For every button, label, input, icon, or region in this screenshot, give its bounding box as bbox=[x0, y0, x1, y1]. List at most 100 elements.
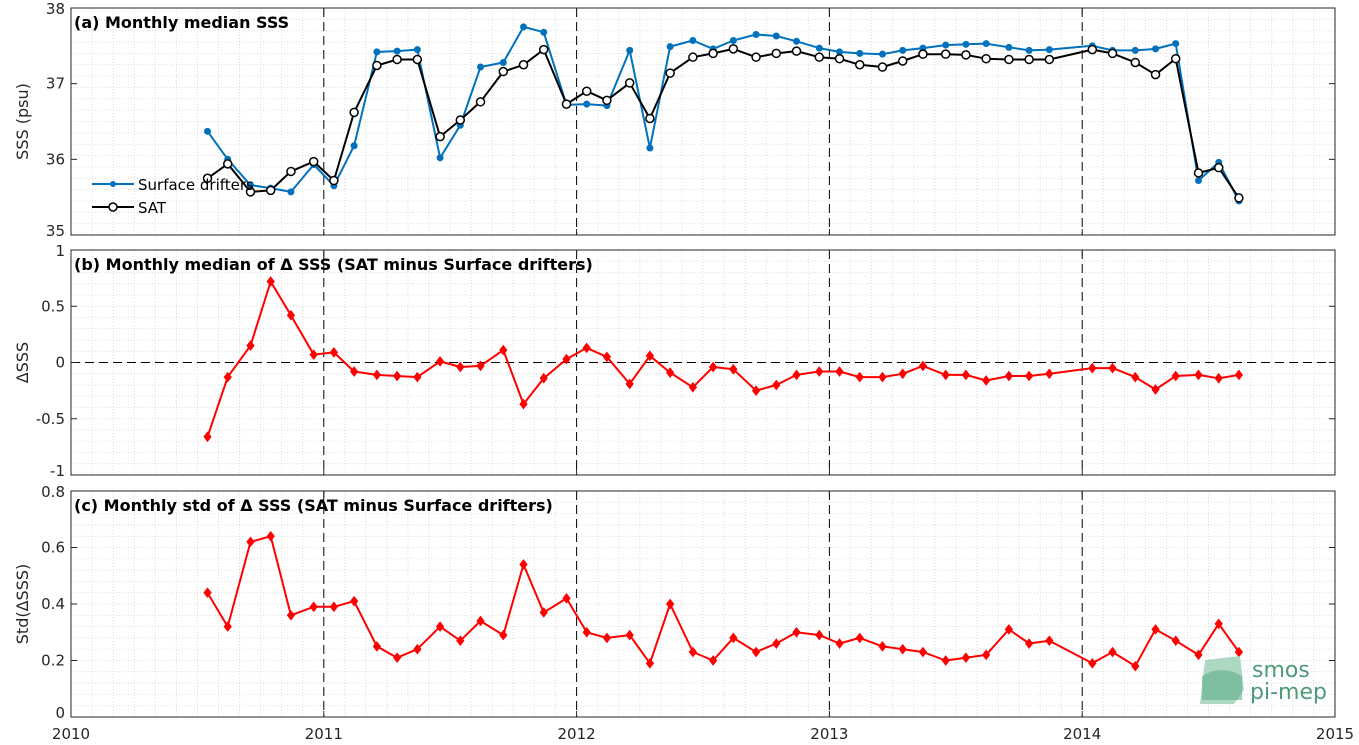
data-point bbox=[982, 375, 991, 386]
data-point bbox=[329, 601, 339, 613]
data-point bbox=[539, 607, 548, 618]
data-point bbox=[688, 646, 698, 658]
data-point bbox=[286, 166, 296, 177]
data-point bbox=[624, 78, 635, 88]
data-point bbox=[898, 368, 907, 380]
data-point bbox=[941, 655, 950, 666]
data-point bbox=[1171, 370, 1180, 382]
data-point bbox=[1234, 193, 1244, 203]
data-point bbox=[981, 53, 991, 64]
data-point bbox=[435, 356, 445, 367]
y-tick-label: 1 bbox=[55, 242, 65, 260]
y-tick-label: 0 bbox=[55, 354, 65, 372]
data-point bbox=[729, 363, 738, 375]
series-line bbox=[206, 47, 1240, 199]
data-point bbox=[436, 154, 444, 162]
data-point bbox=[1131, 46, 1139, 54]
data-point bbox=[392, 370, 402, 382]
data-point bbox=[708, 48, 718, 59]
data-point bbox=[835, 638, 844, 649]
legend: Surface drifters SAT bbox=[92, 176, 254, 217]
data-point bbox=[1044, 54, 1055, 65]
x-tick-label: 2014 bbox=[1063, 725, 1101, 743]
data-point bbox=[1172, 40, 1180, 48]
data-point bbox=[878, 50, 886, 58]
data-point bbox=[266, 530, 275, 542]
panel-b-ylabel: ΔSSS bbox=[13, 342, 32, 383]
data-point bbox=[625, 378, 634, 390]
data-point bbox=[246, 340, 255, 351]
data-point bbox=[583, 100, 591, 108]
data-point bbox=[456, 635, 465, 647]
plot-frame bbox=[70, 7, 1336, 236]
data-point bbox=[413, 371, 422, 383]
data-point bbox=[793, 37, 801, 45]
data-point bbox=[1234, 369, 1244, 381]
data-point bbox=[708, 361, 718, 373]
data-point bbox=[982, 40, 990, 48]
data-point bbox=[539, 372, 548, 384]
data-point bbox=[477, 63, 485, 71]
data-point bbox=[204, 127, 212, 135]
data-point bbox=[626, 46, 634, 54]
data-point bbox=[961, 369, 971, 381]
data-point bbox=[1024, 54, 1034, 65]
data-point bbox=[878, 641, 887, 652]
data-point bbox=[223, 371, 232, 383]
data-point bbox=[772, 379, 781, 391]
data-point bbox=[729, 632, 738, 644]
data-point bbox=[1171, 635, 1180, 647]
data-point bbox=[815, 44, 823, 52]
data-point bbox=[688, 381, 698, 393]
data-point bbox=[962, 40, 970, 48]
data-point bbox=[941, 369, 950, 381]
legend-marker-drifters bbox=[110, 181, 116, 187]
data-point bbox=[982, 649, 991, 661]
data-point bbox=[855, 632, 864, 644]
data-point bbox=[1213, 162, 1224, 173]
data-point bbox=[349, 107, 359, 118]
data-point bbox=[222, 159, 233, 169]
data-point bbox=[1004, 370, 1014, 382]
data-point bbox=[1170, 53, 1181, 64]
y-tick-label: 0.2 bbox=[41, 652, 65, 670]
data-point bbox=[1150, 69, 1161, 80]
data-point bbox=[772, 32, 780, 40]
data-point bbox=[582, 342, 591, 354]
data-point bbox=[602, 632, 612, 644]
data-point bbox=[729, 37, 737, 45]
data-point bbox=[815, 366, 824, 377]
panel-b-title: (b) Monthly median of Δ SSS (SAT minus S… bbox=[74, 255, 593, 274]
data-point bbox=[1045, 635, 1054, 647]
data-point bbox=[708, 655, 718, 666]
panel-c-std-delta-sss: 0 0.2 0.4 0.6 0.8 2010 2011 2012 2013 2014 2015 S… bbox=[13, 483, 1354, 743]
data-point bbox=[961, 652, 971, 663]
data-point bbox=[918, 646, 928, 658]
data-point bbox=[1024, 370, 1034, 382]
y-tick-label: 38 bbox=[46, 0, 65, 18]
data-point bbox=[1088, 362, 1097, 374]
data-point bbox=[666, 367, 675, 378]
data-point bbox=[689, 37, 697, 45]
data-point bbox=[499, 629, 508, 641]
data-point bbox=[878, 371, 887, 383]
data-point bbox=[393, 47, 401, 55]
data-point bbox=[1194, 369, 1203, 381]
x-tick-label: 2010 bbox=[52, 725, 90, 743]
panel-b-delta-sss: -1 -0.5 0 0.5 1 ΔSSS (b) Monthly median of Δ… bbox=[13, 242, 1336, 480]
data-point bbox=[688, 52, 698, 62]
data-point bbox=[245, 187, 256, 197]
data-point bbox=[1004, 54, 1014, 65]
data-point bbox=[855, 371, 864, 383]
data-point bbox=[309, 601, 318, 613]
data-point bbox=[1193, 168, 1204, 178]
y-tick-label: 0 bbox=[55, 704, 65, 722]
data-point bbox=[562, 353, 571, 365]
data-point bbox=[877, 62, 888, 72]
data-point bbox=[1025, 46, 1033, 54]
data-point bbox=[625, 629, 634, 641]
data-point bbox=[476, 615, 485, 627]
data-point bbox=[1131, 371, 1140, 383]
y-tick-label: 0.4 bbox=[41, 595, 65, 613]
data-point bbox=[1004, 624, 1014, 635]
